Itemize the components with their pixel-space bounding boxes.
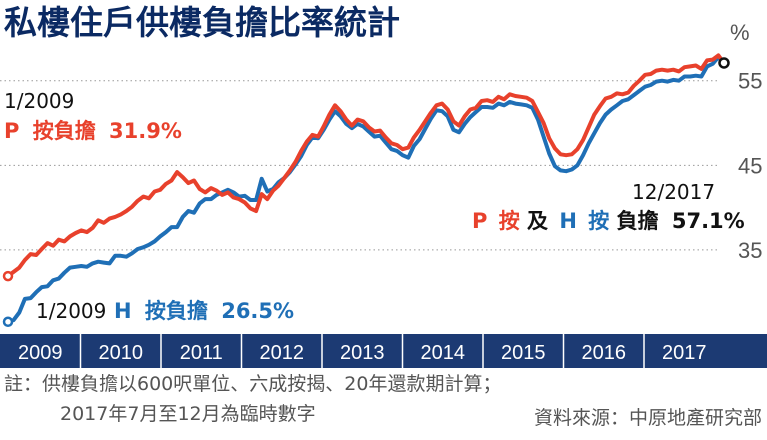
p-start-label: P 按負擔 31.9% (4, 119, 182, 143)
end-label: P 按 及 H 按 負擔 57.1% (472, 209, 745, 233)
footnote-line2: 2017年7月至12月為臨時數字 (60, 403, 316, 425)
end-text: 負擔 (617, 209, 659, 233)
end-point (718, 57, 730, 69)
x-tick-2013: 2013 (340, 342, 385, 364)
year-band-bg (0, 334, 767, 368)
y-tick-labels: 55 45 35 (738, 69, 762, 263)
end-h: H (559, 209, 577, 233)
x-tick-2014: 2014 (421, 342, 466, 364)
h-start-label: H 按負擔 26.5% (114, 299, 294, 323)
gridlines (0, 80, 720, 251)
y-tick-45: 45 (738, 153, 762, 178)
end-h-text: 按 (588, 209, 609, 233)
p-start-prefix: P (4, 119, 19, 143)
h-start-value: 26.5% (221, 299, 294, 323)
x-tick-2009: 2009 (18, 342, 63, 364)
series-line-P (6, 53, 726, 279)
p-start-date: 1/2009 (4, 89, 74, 113)
unit-label: % (730, 20, 750, 45)
end-value: 57.1% (672, 209, 745, 233)
p-start-value: 31.9% (109, 119, 182, 143)
source-credit: 資料來源：中原地產研究部 (534, 407, 762, 429)
start-point-P (2, 270, 14, 282)
series-line-H (6, 55, 726, 324)
x-tick-2010: 2010 (99, 342, 144, 364)
h-start-date: 1/2009 (36, 299, 106, 323)
start-point-H (2, 316, 14, 328)
year-band: 2009 2010 2011 2012 2013 2014 2015 2016 2017 (0, 334, 767, 368)
footnote-line1: 註：供樓負擔以600呎單位、六成按揭、20年還款期計算； (4, 373, 501, 395)
end-date: 12/2017 (632, 180, 715, 204)
x-tick-2011: 2011 (180, 342, 223, 364)
x-tick-2016: 2016 (582, 342, 627, 364)
end-joiner: 及 (527, 209, 549, 233)
y-tick-35: 35 (738, 238, 762, 263)
p-start-text: 按負擔 (33, 119, 96, 143)
end-p: P (472, 209, 487, 233)
end-p-text: 按 (499, 209, 520, 233)
x-tick-2017: 2017 (662, 342, 707, 364)
y-tick-55: 55 (738, 69, 762, 94)
h-start-text: 按負擔 (145, 299, 208, 323)
series-lines (2, 53, 730, 328)
h-start-prefix: H (114, 299, 132, 323)
x-tick-2015: 2015 (501, 342, 546, 364)
x-tick-2012: 2012 (260, 342, 305, 364)
chart-title: 私樓住戶供樓負擔比率統計 (4, 3, 400, 42)
